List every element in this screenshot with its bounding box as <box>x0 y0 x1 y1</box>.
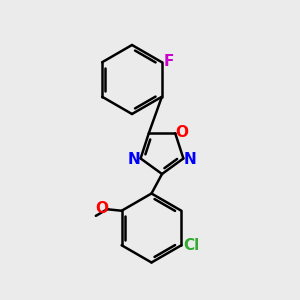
Text: N: N <box>128 152 140 166</box>
Text: F: F <box>164 54 174 69</box>
Text: N: N <box>184 152 196 166</box>
Text: O: O <box>95 202 108 217</box>
Text: O: O <box>175 125 188 140</box>
Text: Cl: Cl <box>183 238 200 253</box>
